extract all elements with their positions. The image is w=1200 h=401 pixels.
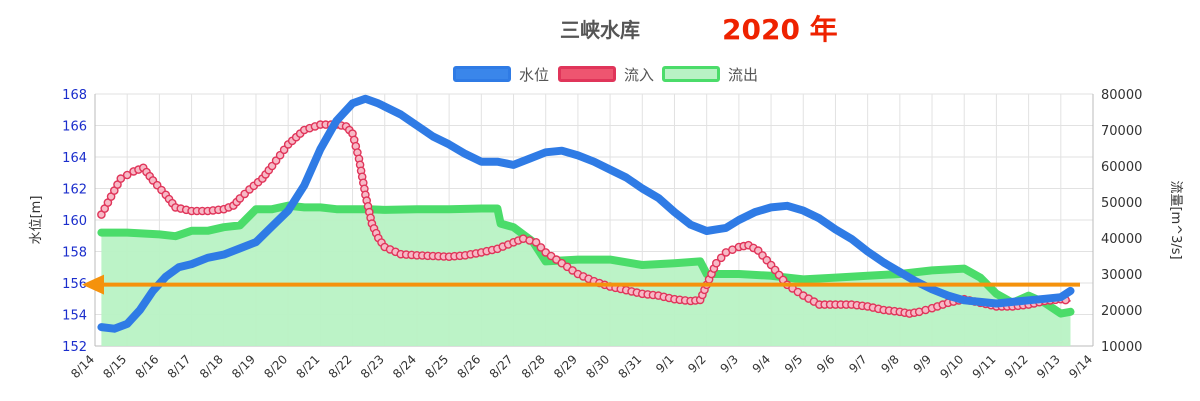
left-axis-tick-label: 164: [62, 151, 87, 166]
x-axis-tick-label: 8/23: [358, 352, 387, 381]
x-axis-tick-label: 9/5: [782, 352, 806, 376]
right-axis-tick-label: 60000: [1101, 160, 1142, 175]
legend-item-outflow[interactable]: 流出: [662, 64, 758, 84]
x-axis-tick-label: 8/28: [519, 352, 548, 381]
x-axis-tick-label: 8/17: [165, 352, 194, 381]
left-axis-tick-label: 152: [62, 340, 87, 355]
x-axis-tick-label: 9/9: [911, 352, 935, 376]
x-axis-tick-label: 8/25: [422, 352, 451, 381]
legend-label-outflow: 流出: [728, 65, 759, 84]
legend-swatch-water-level: [453, 66, 511, 82]
x-axis-tick-label: 8/18: [197, 352, 226, 381]
x-axis-tick-label: 9/13: [1034, 352, 1063, 381]
chart-title: 三峡水库: [560, 18, 640, 42]
x-axis-tick-label: 9/8: [878, 352, 902, 376]
legend-swatch-outflow: [662, 66, 720, 82]
inflow-marker: [716, 253, 726, 263]
legend-item-water-level[interactable]: 水位: [453, 64, 549, 84]
x-axis-tick-label: 9/11: [970, 352, 999, 381]
left-axis-tick-label: 168: [62, 88, 87, 103]
x-axis-tick-label: 8/27: [487, 352, 516, 381]
inflow-marker: [122, 170, 132, 180]
right-axis-title: 流量[m^3/s]: [1168, 180, 1183, 259]
x-axis-tick-label: 8/31: [615, 352, 644, 381]
left-axis-tick-label: 158: [62, 246, 87, 261]
legend-label-inflow: 流入: [624, 65, 655, 84]
left-axis-tick-label: 162: [62, 183, 87, 198]
right-axis-tick-label: 70000: [1101, 124, 1142, 139]
chart-year: 2020 年: [722, 13, 838, 46]
left-axis-title: 水位[m]: [29, 196, 44, 245]
x-axis-tick-label: 9/3: [717, 352, 741, 376]
x-axis-tick-label: 8/30: [583, 352, 612, 381]
x-axis-tick-label: 9/2: [685, 352, 709, 376]
x-axis-tick-label: 8/24: [390, 352, 419, 381]
right-axis-tick-label: 30000: [1101, 268, 1142, 283]
inflow-marker: [712, 258, 721, 268]
x-axis-tick-label: 8/26: [454, 352, 483, 381]
legend-swatch-inflow: [558, 66, 616, 82]
left-axis-tick-label: 156: [62, 277, 87, 292]
x-axis-tick-label: 9/10: [937, 352, 966, 381]
left-axis-tick-label: 154: [62, 309, 87, 324]
right-axis-tick-label: 20000: [1101, 304, 1142, 319]
x-axis-tick-label: 8/29: [551, 352, 580, 381]
x-axis-tick-label: 9/7: [846, 352, 870, 376]
legend-label-water-level: 水位: [519, 65, 550, 84]
right-axis-tick-label: 10000: [1101, 340, 1142, 355]
x-axis-tick-label: 8/21: [294, 352, 323, 381]
x-axis-tick-label: 8/14: [68, 352, 97, 381]
right-axis-tick-label: 40000: [1101, 232, 1142, 247]
series-inflow-markers: [97, 120, 1070, 318]
x-axis-tick-label: 9/14: [1066, 352, 1095, 381]
x-axis-tick-label: 8/15: [100, 352, 129, 381]
x-axis-tick-label: 9/6: [814, 352, 838, 376]
legend: 水位 流入 流出: [0, 64, 1200, 86]
x-axis-tick-label: 8/19: [229, 352, 258, 381]
series-water-level-line: [97, 94, 1075, 333]
x-axis-tick-label: 9/12: [1002, 352, 1031, 381]
right-axis-tick-label: 80000: [1101, 88, 1142, 103]
reference-arrow-head: [82, 274, 104, 295]
x-axis-tick-label: 8/20: [261, 352, 290, 381]
inflow-marker: [531, 237, 541, 247]
inflow-marker: [116, 174, 126, 183]
inflow-marker: [536, 243, 546, 252]
legend-item-inflow[interactable]: 流入: [558, 64, 654, 84]
left-axis-tick-label: 160: [62, 214, 87, 229]
series-outflow-line: [97, 201, 1075, 318]
left-axis-tick-label: 166: [62, 120, 87, 135]
x-axis-tick-label: 8/16: [133, 352, 162, 381]
right-axis-tick-label: 50000: [1101, 196, 1142, 211]
x-axis-tick-label: 9/4: [750, 352, 774, 376]
x-axis-tick-label: 8/22: [326, 352, 355, 381]
x-axis-tick-label: 9/1: [653, 352, 677, 376]
